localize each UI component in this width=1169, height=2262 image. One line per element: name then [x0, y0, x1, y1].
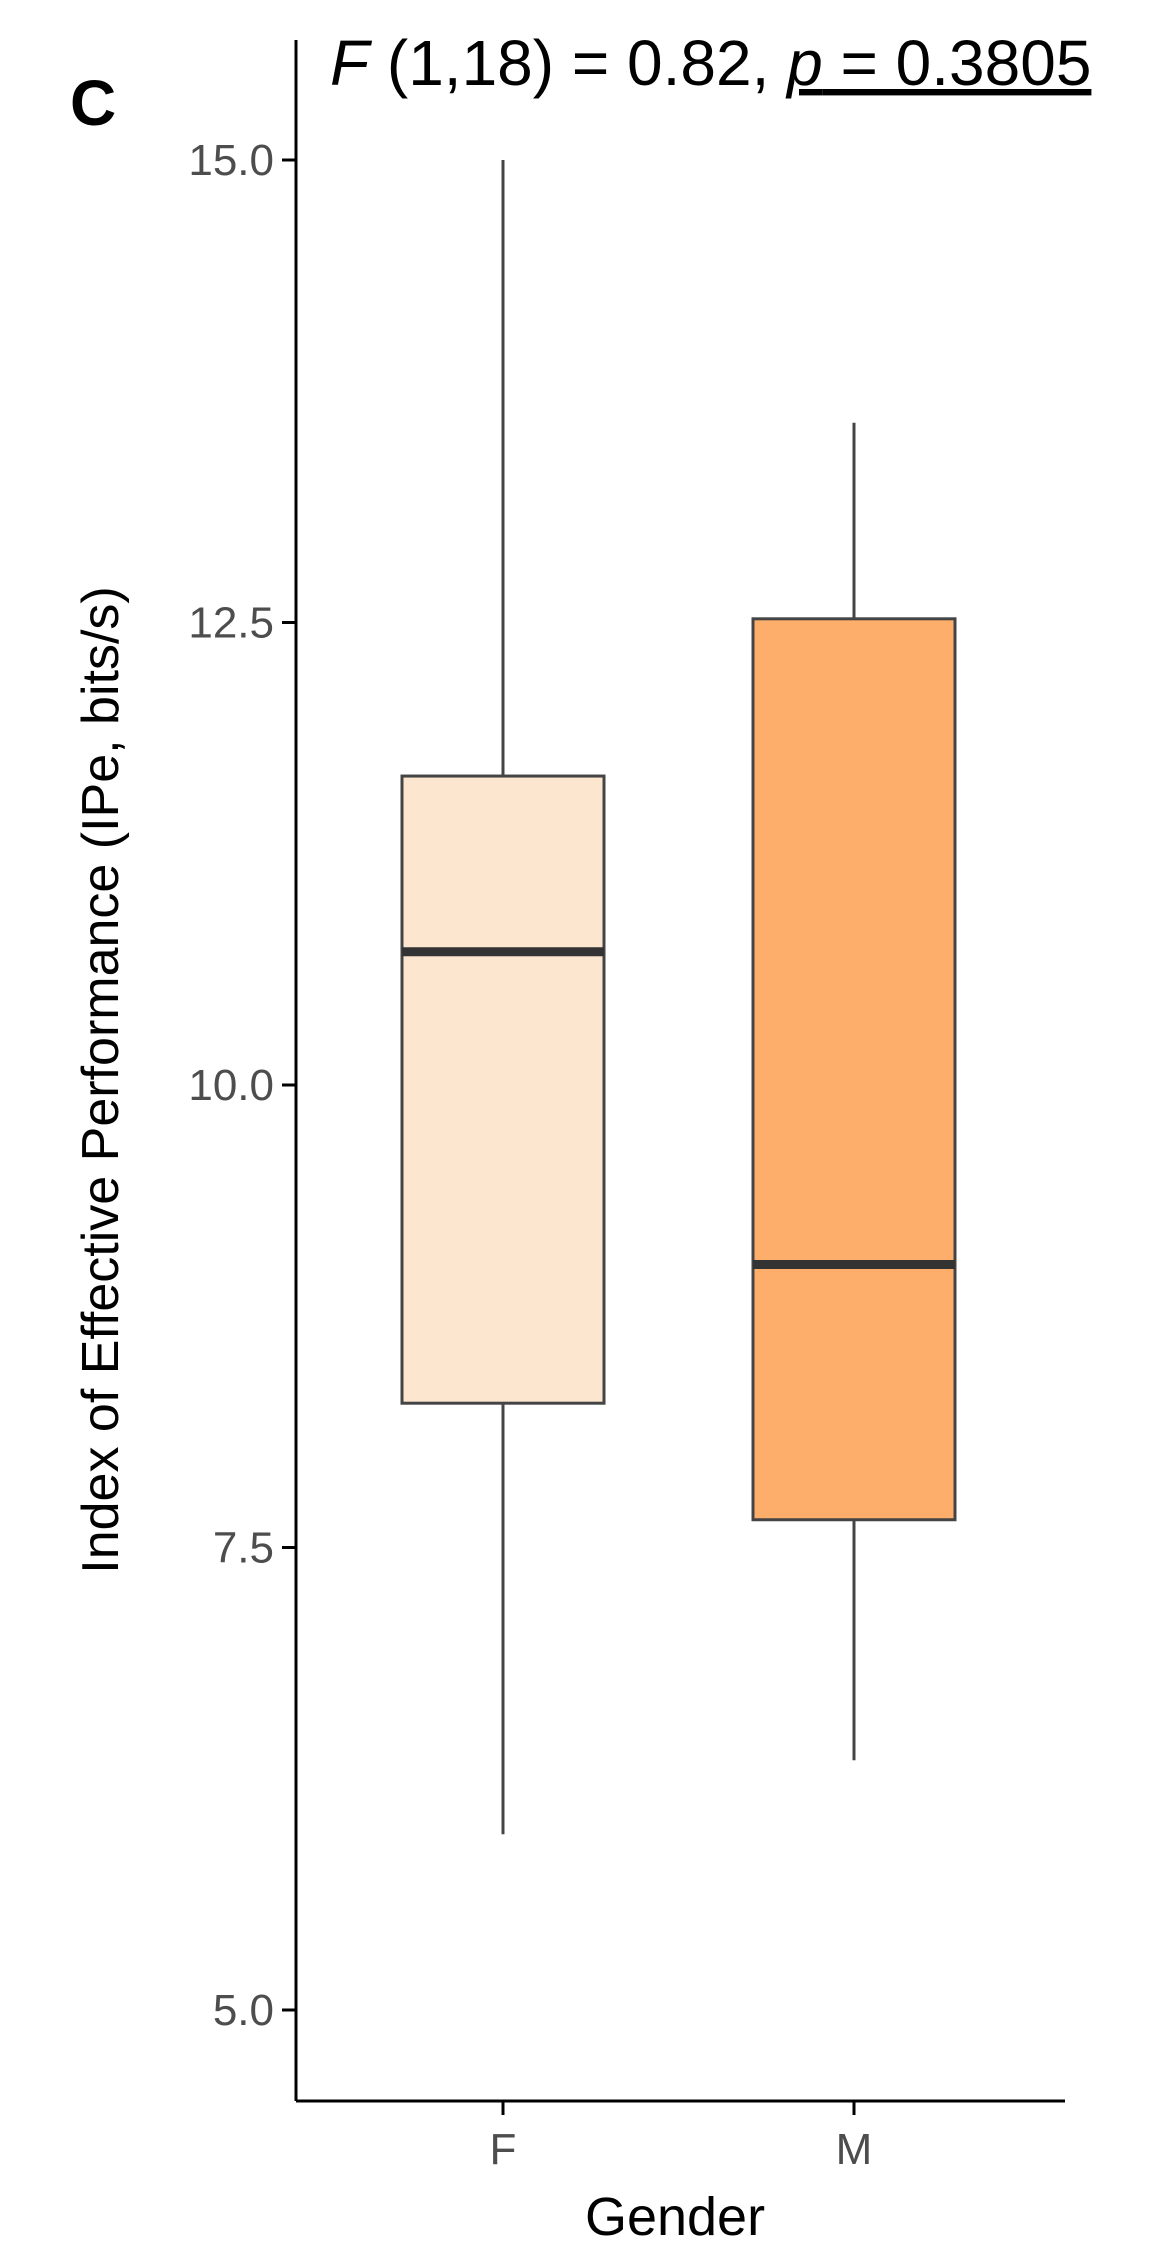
- p-value: = 0.3805: [823, 27, 1092, 99]
- plot-area: 5.0 7.5 10.0 12.5 15.0 F M: [188, 40, 1065, 2174]
- y-tick-label: 7.5: [213, 1524, 274, 1573]
- f-statistic: (1,18) = 0.82,: [369, 27, 787, 99]
- y-tick-label: 10.0: [188, 1061, 274, 1110]
- x-tick-label: F: [490, 2125, 517, 2174]
- x-axis-title: Gender: [585, 2187, 765, 2247]
- chart-title: F (1,18) = 0.82, p = 0.3805: [330, 27, 1091, 99]
- box-M: [751, 617, 957, 1522]
- x-tick-label: M: [836, 2125, 873, 2174]
- y-tick-label: 12.5: [188, 599, 274, 648]
- box-F: [400, 774, 606, 1405]
- f-symbol: F: [330, 27, 373, 99]
- y-tick-label: 15.0: [188, 136, 274, 185]
- y-axis-title: Index of Effective Performance (IPe, bit…: [72, 586, 130, 1573]
- y-tick-label: 5.0: [213, 1986, 274, 2035]
- p-symbol: p: [785, 27, 823, 99]
- panel-label: C: [70, 67, 116, 139]
